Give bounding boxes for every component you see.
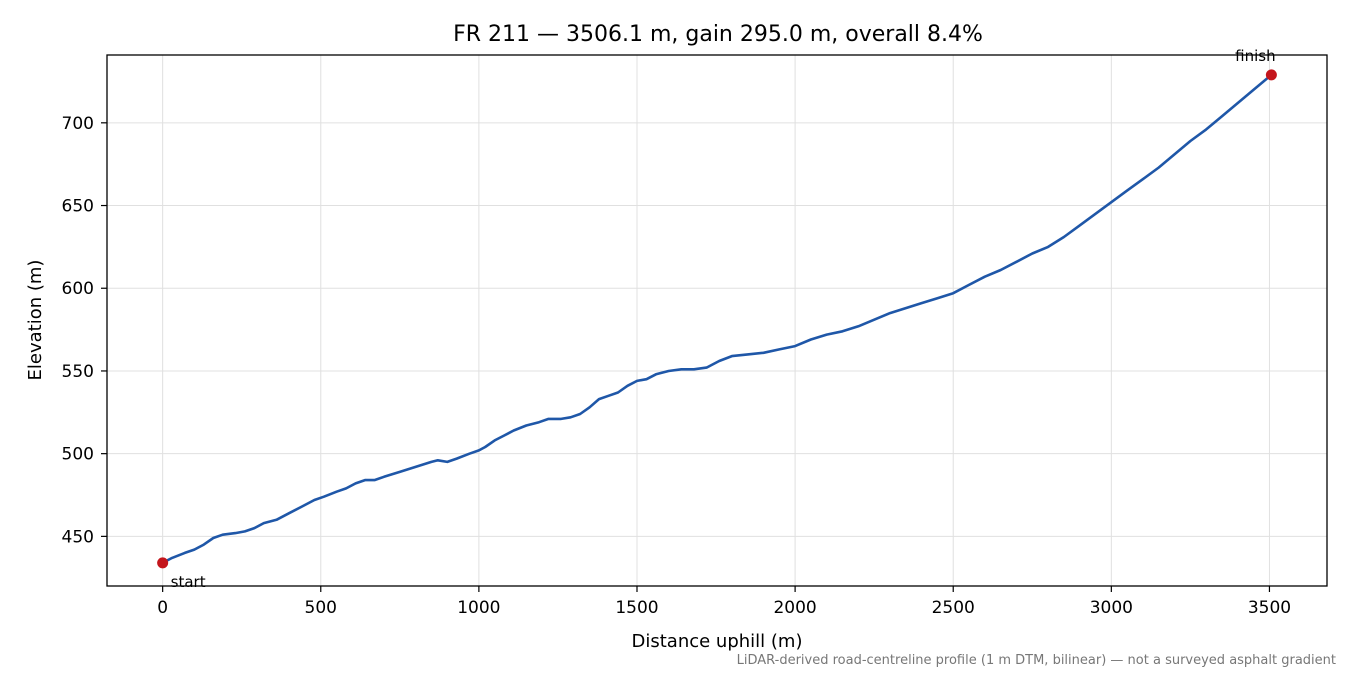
plot-frame	[106, 54, 1328, 587]
y-tick-label: 600	[62, 279, 94, 299]
y-tick-label: 450	[62, 527, 94, 547]
x-axis-label: Distance uphill (m)	[632, 631, 803, 652]
y-tick-label: 500	[62, 445, 94, 465]
plot-series	[161, 73, 1273, 565]
finish-label: finish	[1235, 47, 1275, 65]
x-tick-label: 0	[157, 598, 168, 618]
chart-footnote: LiDAR-derived road-centreline profile (1…	[737, 653, 1336, 668]
chart-title: FR 211 — 3506.1 m, gain 295.0 m, overall…	[453, 22, 983, 47]
y-axis-ticks: 450 500 550 600 650 700	[62, 114, 107, 547]
x-tick-label: 3500	[1248, 598, 1291, 618]
start-label: start	[171, 573, 206, 591]
endpoint-markers: start finish	[157, 47, 1277, 591]
finish-marker	[1265, 69, 1277, 81]
x-tick-label: 3000	[1090, 598, 1133, 618]
y-axis-label: Elevation (m)	[25, 260, 46, 381]
y-tick-label: 550	[62, 362, 94, 382]
y-tick-label: 700	[62, 114, 94, 134]
y-tick-label: 650	[62, 197, 94, 217]
x-tick-label: 2500	[932, 598, 975, 618]
start-marker	[157, 557, 169, 569]
x-tick-label: 1500	[615, 598, 658, 618]
x-tick-label: 500	[305, 598, 337, 618]
x-tick-label: 2000	[773, 598, 816, 618]
grid-lines	[107, 55, 1327, 586]
x-axis-ticks: 0 500 1000 1500 2000 2500 3000 3500	[157, 586, 1291, 618]
x-tick-label: 1000	[457, 598, 500, 618]
elevation-line	[161, 73, 1273, 565]
